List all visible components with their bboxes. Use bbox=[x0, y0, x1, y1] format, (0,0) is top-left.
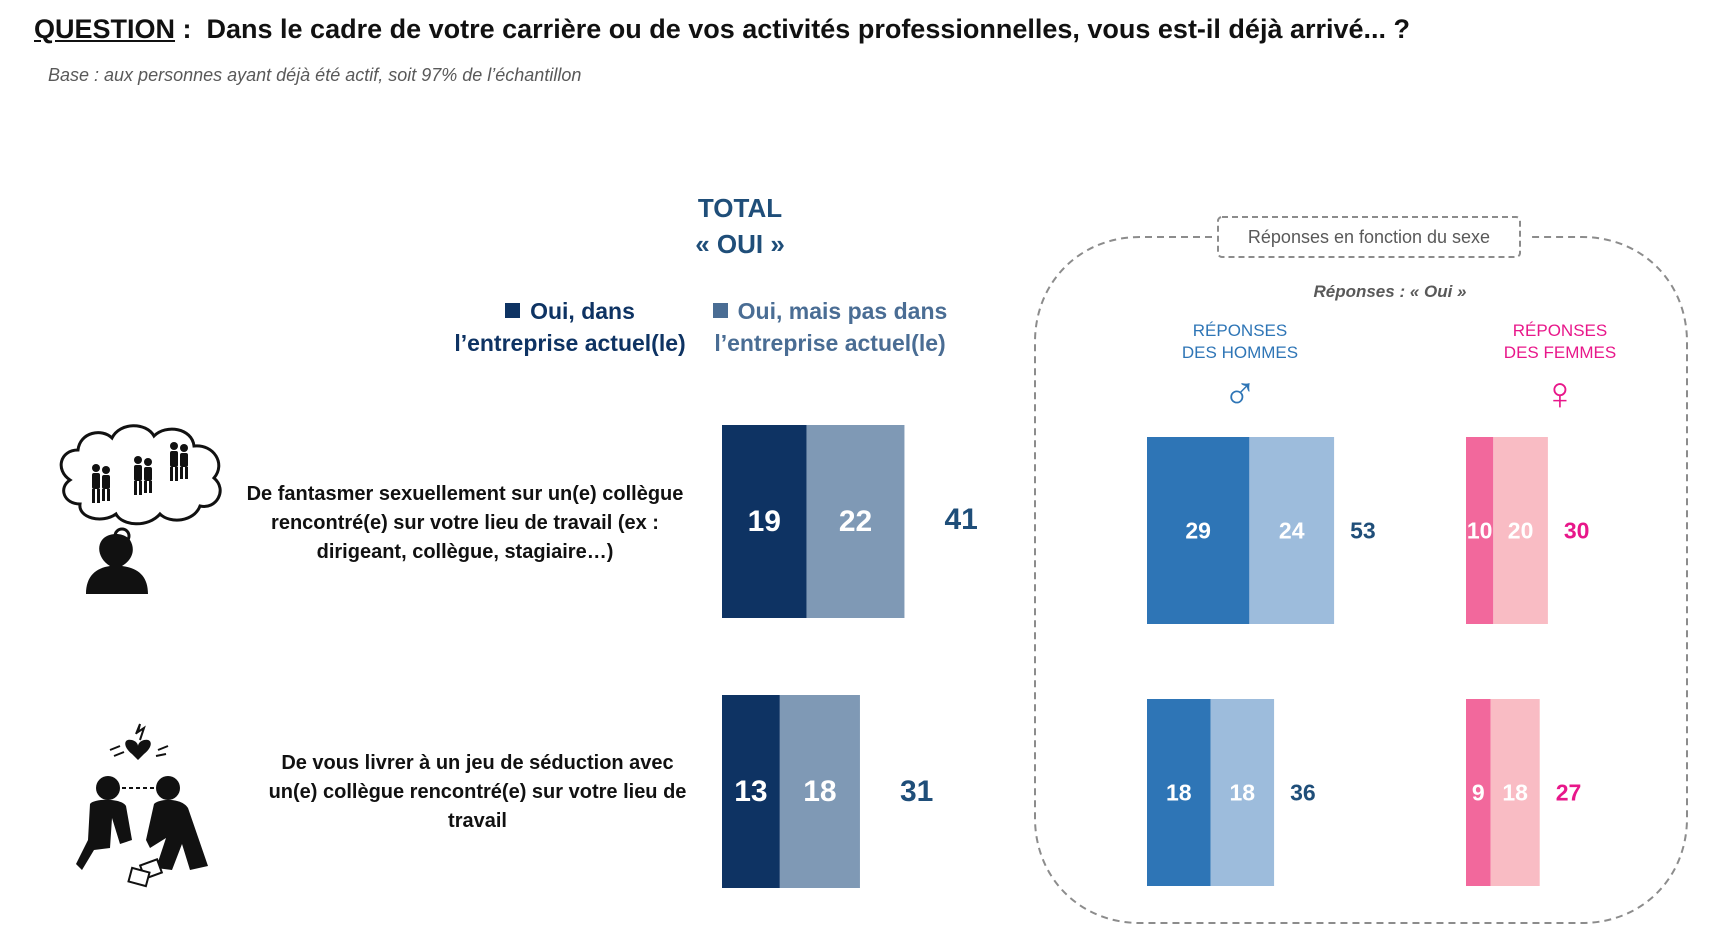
total-total-row2: 31 bbox=[900, 775, 933, 808]
row-label-1-line1: De fantasmer sexuellement sur un(e) coll… bbox=[246, 483, 684, 505]
women-bar-row2-series2 bbox=[1490, 699, 1540, 886]
women-value-row2-series2: 18 bbox=[1502, 780, 1528, 806]
question-text: Dans le cadre de votre carrière ou de vo… bbox=[206, 14, 1411, 44]
question-sep: : bbox=[175, 14, 207, 44]
men-value-row1-series2: 24 bbox=[1279, 518, 1305, 544]
row-label-1-line3: dirigeant, collègue, stagiaire…) bbox=[316, 541, 614, 563]
women-value-row1-series2: 20 bbox=[1508, 518, 1534, 544]
legend-other-swatch bbox=[712, 303, 728, 318]
question-lead: QUESTION bbox=[34, 14, 176, 44]
men-total-row1: 53 bbox=[1350, 518, 1376, 544]
male-symbol-icon: ♂ bbox=[1222, 367, 1258, 419]
men-bar-row1-series1 bbox=[1147, 437, 1250, 624]
women-total-row1: 30 bbox=[1564, 518, 1590, 544]
women-header-line1: RÉPONSES bbox=[1512, 321, 1608, 340]
total-bar-row1-series2 bbox=[806, 425, 905, 618]
men-header-line1: RÉPONSES bbox=[1192, 321, 1288, 340]
row-label-2-line3: travail bbox=[448, 810, 507, 832]
men-value-row2-series2: 18 bbox=[1230, 780, 1256, 806]
women-bar-row1-series1 bbox=[1466, 437, 1494, 624]
men-header-line2: DES HOMMES bbox=[1181, 343, 1299, 362]
female-symbol-icon: ♀ bbox=[1542, 367, 1578, 419]
men-bar-row2-series2 bbox=[1210, 699, 1275, 886]
total-bar-row1-series1 bbox=[722, 425, 807, 618]
legend-other-line2: l’entreprise actuel(le) bbox=[714, 330, 946, 356]
panel-subtitle: Réponses : « Oui » bbox=[1313, 282, 1467, 301]
women-bar-row2-series1 bbox=[1466, 699, 1491, 886]
legend-current-swatch bbox=[505, 303, 521, 318]
legend-current-line2: l’entreprise actuel(le) bbox=[454, 330, 686, 356]
total-bar-row2-series2 bbox=[779, 695, 860, 888]
legend-other: Oui, mais pas dans l’entreprise actuel(l… bbox=[700, 295, 960, 359]
question-base: Base : aux personnes ayant déjà été acti… bbox=[48, 65, 582, 85]
men-bar-row2-series1 bbox=[1147, 699, 1211, 886]
row-label-1-line2: rencontré(e) sur votre lieu de travail (… bbox=[271, 512, 659, 534]
total-header-line2: « OUI » bbox=[695, 229, 785, 259]
women-value-row2-series1: 9 bbox=[1472, 780, 1485, 806]
men-total-row2: 36 bbox=[1290, 780, 1316, 806]
question-title: QUESTION : Dans le cadre de votre carriè… bbox=[34, 14, 1410, 45]
women-header-line2: DES FEMMES bbox=[1503, 343, 1617, 362]
women-value-row1-series1: 10 bbox=[1467, 518, 1493, 544]
men-value-row2-series1: 18 bbox=[1166, 780, 1192, 806]
flirting-couple-icon bbox=[76, 723, 208, 888]
men-header: RÉPONSES DES HOMMES bbox=[1150, 320, 1330, 364]
women-bar-row1-series2 bbox=[1493, 437, 1548, 624]
women-total-row2: 27 bbox=[1556, 780, 1582, 806]
legend-current-line1: Oui, dans bbox=[530, 298, 635, 324]
total-value-row2-series2: 18 bbox=[803, 775, 836, 808]
panel-title: Réponses en fonction du sexe bbox=[1247, 227, 1491, 247]
men-value-row1-series1: 29 bbox=[1185, 518, 1211, 544]
total-value-row1-series2: 22 bbox=[839, 505, 872, 538]
men-bar-row1-series2 bbox=[1249, 437, 1335, 624]
total-header-line1: TOTAL bbox=[697, 193, 783, 223]
total-header: TOTAL « OUI » bbox=[620, 190, 860, 262]
total-bar-row2-series1 bbox=[722, 695, 780, 888]
row-label-2-line2: un(e) collègue rencontré(e) sur votre li… bbox=[268, 781, 687, 803]
row-label-2-line1: De vous livrer à un jeu de séduction ave… bbox=[281, 752, 674, 774]
legend-current: Oui, dans l’entreprise actuel(le) bbox=[440, 295, 700, 359]
total-total-row1: 41 bbox=[944, 503, 977, 536]
row-label-1: De fantasmer sexuellement sur un(e) coll… bbox=[225, 480, 705, 567]
total-value-row1-series1: 19 bbox=[748, 505, 781, 538]
women-header: RÉPONSES DES FEMMES bbox=[1470, 320, 1650, 364]
total-value-row2-series1: 13 bbox=[734, 775, 767, 808]
legend-other-line1: Oui, mais pas dans bbox=[737, 298, 948, 324]
row-label-2: De vous livrer à un jeu de séduction ave… bbox=[245, 749, 710, 836]
thought-bubble-couples-icon bbox=[59, 424, 222, 594]
